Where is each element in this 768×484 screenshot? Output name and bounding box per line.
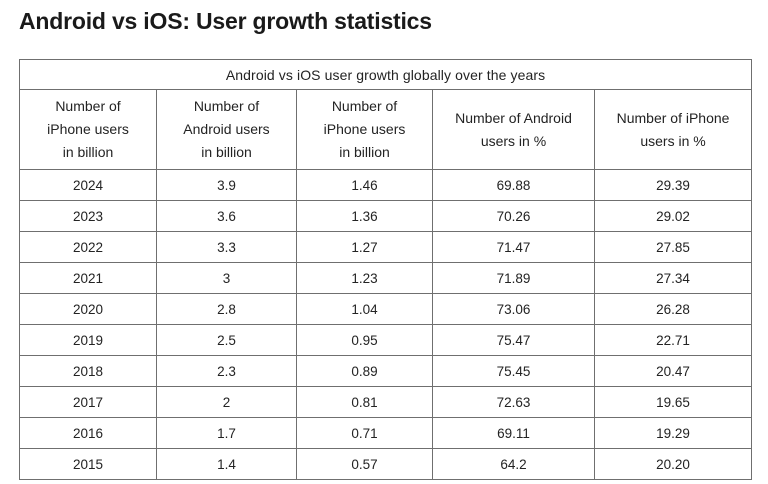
table-cell: 73.06 [432,293,595,325]
column-header-iphone-users-billion-1: Number of iPhone users in billion [19,89,157,170]
table-banner-row: Android vs iOS user growth globally over… [18,59,753,90]
table-cell: 69.88 [432,169,595,201]
table-cell: 1.4 [156,448,297,480]
table-cell: 29.39 [593,169,753,201]
table-cell-year: 2017 [19,386,157,418]
table-row: 2017 2 0.81 72.63 19.65 [19,386,753,418]
table-cell: 20.20 [593,448,753,480]
table-cell: 27.85 [593,231,753,263]
table-cell-year: 2022 [19,231,157,263]
table-cell: 3.6 [156,200,297,232]
table-cell: 1.46 [296,169,433,201]
table-cell: 0.81 [296,386,433,418]
table-cell: 3.3 [156,231,297,263]
table-cell: 1.23 [296,262,433,294]
column-header-line: Number of [55,98,121,114]
table-cell-year: 2021 [19,262,157,294]
table-cell: 27.34 [593,262,753,294]
table-cell-year: 2015 [19,448,157,480]
table-body: 2024 3.9 1.46 69.88 29.39 2023 3.6 1.36 70.26 29.… [19,169,753,480]
table-cell: 71.47 [432,231,595,263]
table-cell: 71.89 [432,262,595,294]
table-cell: 22.71 [593,324,753,356]
column-header-line: in billion [62,144,114,160]
column-header-line: iPhone users [47,121,129,137]
table-cell: 1.04 [296,293,433,325]
table-row: 2020 2.8 1.04 73.06 26.28 [19,293,753,325]
column-header-line: Number of Android [455,109,572,126]
stats-table-container: Android vs iOS user growth globally over… [18,59,753,480]
table-row: 2023 3.6 1.36 70.26 29.02 [19,200,753,232]
column-header-line: Number of [193,98,260,114]
column-header-android-users-percent: Number of Android users in % [432,89,595,170]
column-header-line: Number of [331,98,398,114]
table-row: 2019 2.5 0.95 75.47 22.71 [19,324,753,356]
table-cell: 1.27 [296,231,433,263]
column-header-line: in billion [339,144,390,160]
table-cell: 2 [156,386,297,418]
table-cell: 2.5 [156,324,297,356]
table-row: 2015 1.4 0.57 64.2 20.20 [19,448,753,480]
table-cell: 2.8 [156,293,297,325]
column-header-iphone-users-billion-2: Number of iPhone users in billion [296,89,433,170]
table-row: 2016 1.7 0.71 69.11 19.29 [19,417,753,449]
column-header-line: Android users [183,121,270,137]
table-cell: 0.71 [296,417,433,449]
table-cell: 69.11 [432,417,595,449]
table-row: 2024 3.9 1.46 69.88 29.39 [19,169,753,201]
table-cell-year: 2024 [19,169,157,201]
column-header-line: iPhone users [323,121,406,137]
column-header-iphone-users-percent: Number of iPhone users in % [593,89,753,170]
table-cell: 20.47 [593,355,753,387]
column-header-android-users-billion: Number of Android users in billion [156,89,297,170]
table-cell: 0.89 [296,355,433,387]
table-cell: 1.7 [156,417,297,449]
table-cell-year: 2016 [19,417,157,449]
table-cell: 19.29 [593,417,753,449]
table-row: 2022 3.3 1.27 71.47 27.85 [19,231,753,263]
table-cell: 3.9 [156,169,297,201]
table-cell: 1.36 [296,200,433,232]
table-cell: 26.28 [593,293,753,325]
column-header-line: users in % [480,132,547,149]
column-header-line: Number of iPhone [616,109,730,126]
table-cell: 75.47 [432,324,595,356]
table-cell: 3 [156,262,297,294]
table-cell: 0.57 [296,448,433,480]
table-cell: 19.65 [593,386,753,418]
table-cell: 2.3 [156,355,297,387]
table-cell: 72.63 [432,386,595,418]
table-cell: 70.26 [432,200,595,232]
table-cell-year: 2023 [19,200,157,232]
table-cell: 64.2 [432,448,595,480]
table-cell: 75.45 [432,355,595,387]
table-cell-year: 2020 [19,293,157,325]
column-header-line: in billion [201,144,252,160]
table-cell-year: 2018 [19,355,157,387]
table-head: Android vs iOS user growth globally over… [18,59,753,170]
table-header-row: Number of iPhone users in billion Number o… [19,89,753,170]
page-title: Android vs iOS: User growth statistics [19,8,432,34]
table-cell: 0.95 [296,324,433,356]
table-banner-title: Android vs iOS user growth globally over… [18,59,753,90]
table-cell-year: 2019 [19,324,157,356]
table-cell: 29.02 [593,200,753,232]
table-row: 2021 3 1.23 71.89 27.34 [19,262,753,294]
stats-table: Android vs iOS user growth globally over… [18,59,753,480]
table-row: 2018 2.3 0.89 75.45 20.47 [19,355,753,387]
column-header-line: users in % [640,132,706,149]
